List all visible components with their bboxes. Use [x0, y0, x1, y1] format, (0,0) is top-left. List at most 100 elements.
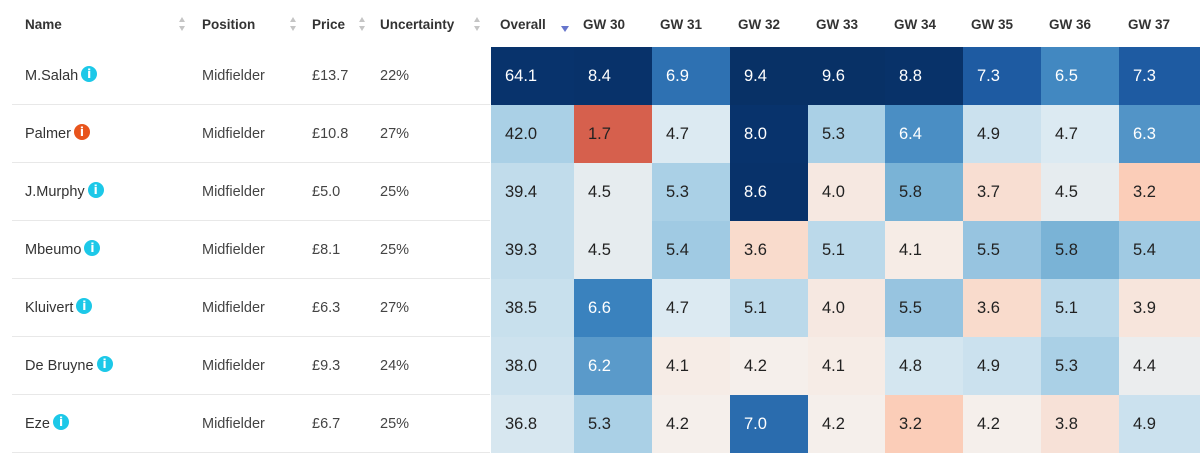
column-header-name-label: Name [25, 17, 62, 32]
row-divider [12, 278, 490, 279]
gw-points-value: 7.3 [1133, 67, 1156, 85]
player-price: £10.8 [312, 126, 349, 142]
gw-points-cell: 5.8 [885, 163, 963, 221]
player-uncertainty: 25% [380, 242, 410, 258]
row-divider [12, 220, 490, 221]
column-header-gw-35[interactable]: GW 35 [971, 0, 1013, 47]
player-name-cell[interactable]: De Bruyne i [25, 337, 113, 395]
column-header-gw-34[interactable]: GW 34 [894, 0, 936, 47]
column-header-gw-36-label: GW 36 [1049, 17, 1092, 32]
gw-points-cell: 8.4 [574, 47, 652, 105]
sort-position-icon[interactable] [290, 17, 297, 31]
info-icon[interactable]: i [96, 356, 113, 372]
sort-uncertainty-icon[interactable] [474, 17, 481, 31]
gw-points-value: 3.7 [977, 183, 1000, 201]
info-icon[interactable]: i [84, 240, 101, 256]
table-row[interactable]: De Bruyne i Midfielder £9.3 24% 38.0 6.2 4.1 4.2… [0, 337, 1200, 395]
column-header-price[interactable]: Price [312, 0, 345, 47]
player-position: Midfielder [202, 126, 265, 142]
player-name[interactable]: Mbeumo [25, 242, 82, 258]
gw-points-value: 3.6 [744, 241, 767, 259]
gw-points-value: 3.2 [899, 415, 922, 433]
player-name[interactable]: J.Murphy [25, 184, 85, 200]
gw-points-value: 1.7 [588, 125, 611, 143]
player-name[interactable]: Eze [25, 416, 50, 432]
player-name-cell[interactable]: Mbeumo i [25, 221, 101, 279]
table-row[interactable]: Mbeumo i Midfielder £8.1 25% 39.3 4.5 5.4 3.6 5.1… [0, 221, 1200, 279]
gw-points-value: 5.3 [1055, 357, 1078, 375]
gw-points-value: 7.0 [744, 415, 767, 433]
column-header-gw-30[interactable]: GW 30 [583, 0, 625, 47]
player-name-cell[interactable]: Eze i [25, 395, 69, 453]
player-name[interactable]: M.Salah [25, 68, 79, 84]
table-row[interactable]: Palmer i Midfielder £10.8 27% 42.0 1.7 4.7 8.0 5.… [0, 105, 1200, 163]
player-name-cell[interactable]: Kluivert i [25, 279, 93, 337]
gw-points-value: 5.3 [588, 415, 611, 433]
gw-points-cell: 5.8 [1041, 221, 1119, 279]
player-uncertainty: 27% [380, 126, 410, 142]
player-price: £5.0 [312, 184, 341, 200]
gw-points-cell: 5.1 [808, 221, 885, 279]
player-position: Midfielder [202, 416, 265, 432]
player-uncertainty: 22% [380, 68, 410, 84]
gw-points-cell: 4.9 [963, 337, 1041, 395]
gw-points-cell: 7.3 [963, 47, 1041, 105]
gw-points-value: 4.1 [666, 357, 689, 375]
info-icon[interactable]: i [87, 182, 104, 198]
column-header-gw-34-label: GW 34 [894, 17, 937, 32]
info-icon[interactable]: i [76, 298, 93, 314]
player-name-cell[interactable]: J.Murphy i [25, 163, 104, 221]
gw-points-cell: 4.1 [885, 221, 963, 279]
gw-points-value: 4.2 [744, 357, 767, 375]
gw-points-cell: 4.9 [1119, 395, 1200, 453]
gw-points-cell: 3.9 [1119, 279, 1200, 337]
overall-points-cell: 39.3 [491, 221, 574, 279]
column-header-gw-37[interactable]: GW 37 [1128, 0, 1170, 47]
table-row[interactable]: Eze i Midfielder £6.7 25% 36.8 5.3 4.2 7.0 4.2 3.2… [0, 395, 1200, 453]
column-header-gw-32[interactable]: GW 32 [738, 0, 780, 47]
gw-points-cell: 3.8 [1041, 395, 1119, 453]
gw-points-cell: 6.9 [652, 47, 730, 105]
gw-points-cell: 4.7 [1041, 105, 1119, 163]
player-name-cell[interactable]: M.Salah i [25, 47, 98, 105]
gw-points-cell: 5.4 [1119, 221, 1200, 279]
player-name-cell[interactable]: Palmer i [25, 105, 90, 163]
gw-points-value: 4.1 [822, 357, 845, 375]
player-price: £8.1 [312, 242, 341, 258]
column-header-name[interactable]: Name [25, 0, 62, 47]
column-header-position[interactable]: Position [202, 0, 255, 47]
gw-points-cell: 4.2 [963, 395, 1041, 453]
column-header-gw-33[interactable]: GW 33 [816, 0, 858, 47]
gw-points-cell: 7.0 [730, 395, 808, 453]
player-position: Midfielder [202, 358, 265, 374]
overall-points-value: 64.1 [505, 67, 538, 85]
table-row[interactable]: J.Murphy i Midfielder £5.0 25% 39.4 4.5 5.3 8.6 4… [0, 163, 1200, 221]
sort-price-icon[interactable] [359, 17, 366, 31]
column-header-uncertainty[interactable]: Uncertainty [380, 0, 454, 47]
gw-points-cell: 5.5 [885, 279, 963, 337]
gw-points-value: 8.0 [744, 125, 767, 143]
sort-name-icon[interactable] [179, 17, 186, 31]
gw-points-cell: 4.2 [808, 395, 885, 453]
gw-points-value: 8.6 [744, 183, 767, 201]
alert-info-icon[interactable]: i [73, 124, 90, 140]
gw-points-value: 5.5 [899, 299, 922, 317]
info-icon[interactable]: i [53, 414, 69, 430]
column-header-gw-32-label: GW 32 [738, 17, 781, 32]
player-name[interactable]: De Bruyne [25, 358, 94, 374]
column-header-gw-31[interactable]: GW 31 [660, 0, 702, 47]
overall-points-value: 39.4 [505, 183, 538, 201]
player-name[interactable]: Kluivert [25, 300, 74, 316]
row-divider [12, 336, 490, 337]
column-header-overall[interactable]: Overall [500, 0, 546, 47]
table-row[interactable]: M.Salah i Midfielder £13.7 22% 64.1 8.4 6.9 9.4 9… [0, 47, 1200, 105]
gw-points-value: 4.5 [588, 183, 611, 201]
column-header-gw-36[interactable]: GW 36 [1049, 0, 1091, 47]
player-name[interactable]: Palmer [25, 126, 71, 142]
gw-points-value: 3.8 [1055, 415, 1078, 433]
sort-overall-desc-icon[interactable] [561, 26, 569, 32]
column-header-price-label: Price [312, 17, 346, 32]
info-icon[interactable]: i [81, 66, 98, 82]
gw-points-value: 5.3 [822, 125, 845, 143]
table-row[interactable]: Kluivert i Midfielder £6.3 27% 38.5 6.6 4.7 5.1 4… [0, 279, 1200, 337]
